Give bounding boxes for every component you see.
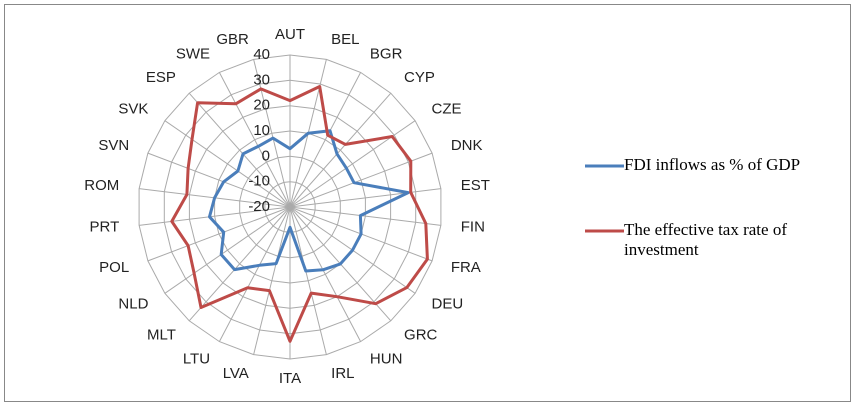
spoke — [289, 206, 327, 355]
spoke — [289, 152, 433, 208]
tick-label: 40 — [253, 46, 270, 63]
spoke — [139, 206, 291, 226]
spoke — [289, 188, 441, 208]
spoke — [289, 206, 441, 226]
category-label: POL — [99, 259, 129, 276]
category-label: AUT — [275, 26, 305, 43]
category-label: NLD — [118, 296, 148, 313]
spoke — [218, 72, 291, 208]
tick-label: 20 — [253, 97, 270, 114]
spoke — [188, 92, 291, 208]
spoke — [164, 120, 291, 208]
spoke — [253, 59, 291, 208]
spoke — [164, 206, 291, 294]
category-label: MLT — [147, 327, 176, 344]
spoke — [289, 120, 416, 208]
spoke — [188, 206, 291, 322]
category-label: FRA — [451, 259, 481, 276]
category-label: BGR — [370, 46, 403, 63]
category-label: IRL — [331, 365, 354, 382]
legend-label: The effective tax rate of investment — [624, 220, 787, 259]
category-label: EST — [461, 177, 490, 194]
category-label: SVK — [118, 100, 148, 117]
chart-border — [4, 4, 851, 402]
category-label: HUN — [370, 350, 403, 367]
category-label: SVN — [98, 137, 129, 154]
category-label: DNK — [451, 137, 483, 154]
category-label: FIN — [461, 219, 485, 236]
category-label: ESP — [146, 69, 176, 86]
tick-label: -10 — [248, 173, 270, 190]
spoke — [289, 72, 362, 208]
spoke — [147, 206, 291, 262]
spoke — [289, 92, 392, 208]
category-label: LTU — [183, 350, 210, 367]
category-label: ITA — [279, 370, 301, 387]
tick-label: 10 — [253, 122, 270, 139]
category-label: BEL — [331, 31, 359, 48]
spoke — [289, 206, 362, 342]
tick-label: 0 — [262, 147, 270, 164]
category-label: PRT — [90, 219, 120, 236]
series-line — [208, 129, 410, 273]
category-label: ROM — [84, 177, 119, 194]
category-label: DEU — [432, 296, 464, 313]
category-label: LVA — [223, 365, 249, 382]
tick-label: -20 — [248, 198, 270, 215]
category-label: CZE — [432, 100, 462, 117]
series-line — [170, 85, 429, 343]
tick-label: 30 — [253, 71, 270, 88]
spoke — [218, 206, 291, 342]
spoke — [147, 152, 291, 208]
legend-label: FDI inflows as % of GDP — [624, 155, 801, 174]
spoke — [253, 206, 291, 355]
category-label: GRC — [404, 327, 438, 344]
category-label: CYP — [404, 69, 435, 86]
category-label: GBR — [216, 31, 249, 48]
category-label: SWE — [176, 46, 210, 63]
